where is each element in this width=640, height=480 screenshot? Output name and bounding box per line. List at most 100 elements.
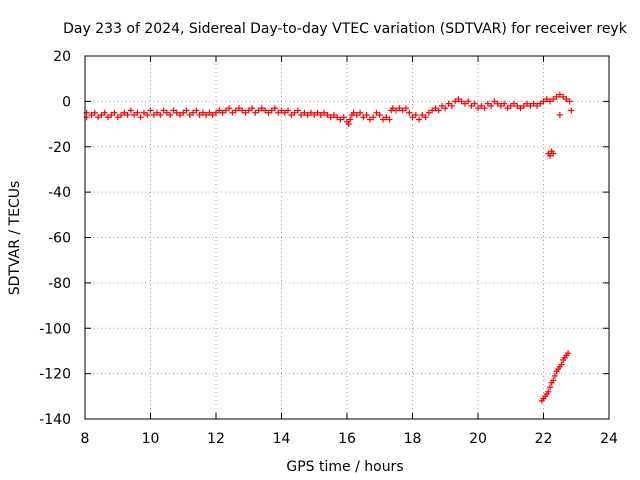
data-point	[461, 100, 468, 107]
data-point	[340, 114, 347, 121]
data-point	[114, 114, 121, 121]
data-point	[180, 109, 187, 116]
data-point	[285, 107, 292, 114]
data-point	[88, 111, 95, 118]
data-point	[353, 111, 360, 118]
y-tick-label: -80	[48, 276, 71, 292]
data-point	[327, 114, 334, 121]
data-point	[183, 107, 190, 114]
data-point	[520, 102, 527, 109]
data-point	[442, 105, 449, 112]
data-point	[242, 109, 249, 116]
data-point	[307, 109, 314, 116]
data-point	[347, 116, 354, 123]
data-points	[83, 91, 575, 404]
data-point	[262, 107, 269, 114]
data-point	[144, 111, 151, 118]
data-point	[435, 107, 442, 114]
data-point	[314, 109, 321, 116]
data-point	[376, 111, 383, 118]
data-point	[226, 105, 233, 112]
data-point	[386, 116, 393, 123]
y-tick-label: 0	[62, 94, 71, 110]
data-point	[547, 152, 554, 159]
data-point	[550, 150, 557, 157]
x-tick-label: 8	[81, 431, 90, 447]
data-point	[481, 105, 488, 112]
data-point	[278, 107, 285, 114]
data-point	[504, 105, 511, 112]
data-point	[345, 121, 352, 128]
data-point	[147, 107, 154, 114]
data-point	[157, 111, 164, 118]
data-point	[252, 109, 259, 116]
data-point	[98, 111, 105, 118]
data-point	[131, 111, 138, 118]
data-point	[491, 98, 498, 105]
data-point	[288, 111, 295, 118]
chart-title: Day 233 of 2024, Sidereal Day-to-day VTE…	[63, 21, 628, 37]
data-point	[517, 105, 524, 112]
plot-frame	[84, 55, 610, 420]
data-point	[514, 102, 521, 109]
data-point	[334, 114, 341, 121]
data-point	[406, 109, 413, 116]
data-point	[275, 109, 282, 116]
data-point	[556, 111, 563, 118]
data-point	[311, 111, 318, 118]
x-axis-label: GPS time / hours	[286, 459, 403, 475]
data-point	[566, 98, 573, 105]
data-point	[425, 109, 432, 116]
data-point	[118, 111, 125, 118]
x-tick-label: 18	[404, 431, 422, 447]
data-point	[232, 107, 239, 114]
data-point	[321, 109, 328, 116]
data-point	[203, 111, 210, 118]
data-point	[229, 109, 236, 116]
y-tick-label: -120	[39, 367, 71, 383]
data-point	[170, 107, 177, 114]
data-point	[507, 102, 514, 109]
y-tick-label: 20	[53, 49, 71, 65]
data-point	[91, 109, 98, 116]
data-point	[543, 96, 550, 103]
axis-ticks: 8 10 12 14 16 18 20 22 24 20 0 -20 -40 -60 -80 -100 -120…	[39, 49, 618, 447]
data-point	[206, 109, 213, 116]
data-point	[101, 109, 108, 116]
data-point	[412, 111, 419, 118]
data-point	[416, 116, 423, 123]
data-point	[399, 107, 406, 114]
data-point	[468, 102, 475, 109]
data-point	[167, 111, 174, 118]
data-point	[160, 107, 167, 114]
data-point	[545, 388, 552, 395]
data-point	[134, 109, 141, 116]
data-point	[360, 114, 367, 121]
data-point	[216, 107, 223, 114]
grid	[85, 56, 609, 419]
data-point	[366, 116, 373, 123]
data-point	[111, 109, 118, 116]
data-point	[239, 107, 246, 114]
data-point	[422, 114, 429, 121]
data-point	[317, 111, 324, 118]
data-point	[140, 109, 147, 116]
y-tick-label: -20	[48, 140, 71, 156]
data-point	[291, 109, 298, 116]
data-point	[245, 107, 252, 114]
x-tick-label: 10	[142, 431, 160, 447]
data-point	[95, 114, 102, 121]
data-point	[478, 102, 485, 109]
data-point	[494, 100, 501, 107]
data-point	[438, 102, 445, 109]
x-tick-label: 12	[207, 431, 225, 447]
data-point	[533, 102, 540, 109]
data-point	[560, 93, 567, 100]
data-point	[337, 116, 344, 123]
data-point	[540, 98, 547, 105]
data-point	[550, 377, 557, 384]
data-point	[265, 109, 272, 116]
data-point	[389, 105, 396, 112]
data-point	[370, 114, 377, 121]
x-tick-label: 20	[469, 431, 487, 447]
